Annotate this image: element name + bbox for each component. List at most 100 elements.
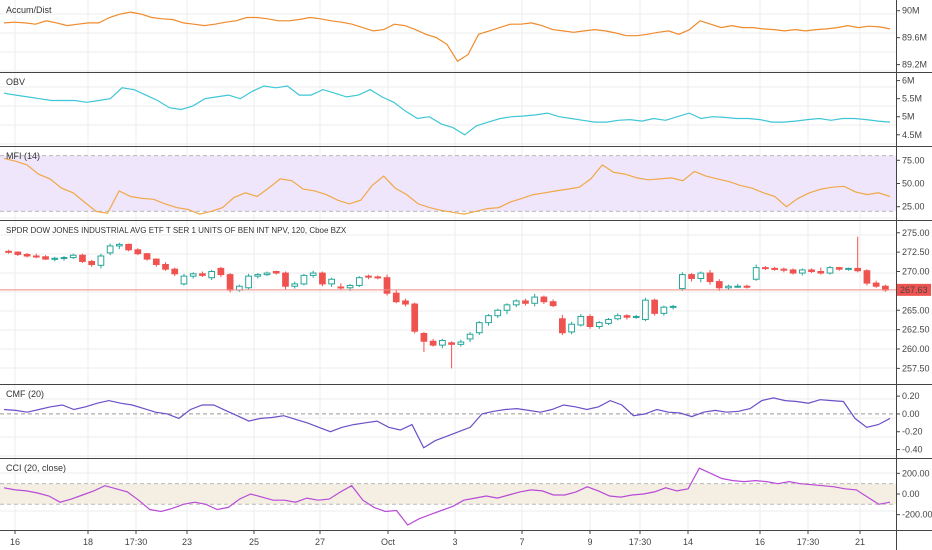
candle — [355, 277, 363, 286]
candle — [106, 245, 114, 254]
obv-tick-label: 5M — [902, 112, 915, 122]
candle — [531, 296, 539, 304]
candle — [199, 273, 206, 276]
candle — [614, 315, 622, 320]
x-tick-label: 14 — [683, 537, 693, 547]
price-tick-label: 257.50 — [902, 363, 930, 373]
candle — [309, 272, 317, 276]
x-tick-label: 18 — [83, 537, 93, 547]
candle — [725, 285, 732, 289]
cmf-tick-label: -0.20 — [902, 427, 923, 437]
candle — [798, 269, 806, 274]
candle — [365, 275, 372, 278]
candle — [337, 286, 345, 289]
price-tick-label: 262.50 — [902, 325, 930, 335]
candle — [14, 251, 22, 255]
candle — [577, 315, 585, 326]
candle — [632, 315, 640, 318]
candle — [549, 301, 557, 307]
candle — [568, 323, 575, 333]
candle — [669, 305, 677, 308]
cmf-tick-label: 0.00 — [902, 409, 920, 419]
candle — [162, 264, 169, 270]
candle — [171, 268, 179, 275]
mfi-tick-label: 75.00 — [902, 155, 925, 165]
mfi-band — [0, 155, 896, 212]
x-tick-label: 7 — [519, 537, 524, 547]
cmf-panel-label: CMF (20) — [6, 389, 44, 399]
candle — [688, 274, 695, 279]
price-panel-label: SPDR DOW JONES INDUSTRIAL AVG ETF T SER … — [6, 226, 347, 235]
candle — [272, 271, 280, 274]
candle — [642, 299, 649, 321]
candle — [808, 269, 815, 273]
candle — [752, 267, 760, 280]
candle — [5, 250, 12, 253]
candle — [706, 272, 714, 283]
candle — [291, 283, 299, 287]
candle — [374, 276, 382, 279]
candle — [872, 282, 880, 287]
price-tick-label: 265.00 — [902, 305, 930, 315]
candle — [854, 267, 862, 272]
x-tick-label: 21 — [855, 537, 865, 547]
candle — [743, 285, 751, 288]
candle — [512, 300, 520, 306]
accum-tick-label: 89.6M — [902, 33, 927, 43]
candle — [678, 274, 686, 290]
candle — [595, 322, 603, 328]
candle — [762, 267, 769, 270]
accum-tick-label: 89.2M — [902, 60, 927, 70]
x-tick-label: 23 — [182, 537, 192, 547]
candle — [152, 258, 160, 266]
candle — [540, 296, 548, 303]
mfi-line — [3, 157, 891, 215]
candle — [789, 269, 797, 274]
cci-tick-label: -200.00 — [902, 510, 932, 520]
candle — [328, 278, 335, 285]
candle — [180, 275, 188, 285]
candle — [826, 267, 834, 274]
candle — [226, 274, 234, 291]
x-tick-label: 3 — [452, 537, 457, 547]
x-tick-label: 16 — [755, 537, 765, 547]
candle — [282, 272, 289, 287]
candle — [97, 255, 105, 266]
obv-tick-label: 5.5M — [902, 94, 922, 104]
accum-dist-line — [3, 11, 891, 63]
candle — [245, 275, 252, 289]
candle — [79, 254, 86, 262]
candle — [429, 340, 437, 346]
candle — [605, 319, 612, 324]
price-tick-label: 260.00 — [902, 344, 930, 354]
accum-tick-label: 90M — [902, 6, 920, 16]
x-tick-label: 9 — [587, 537, 592, 547]
candle — [715, 281, 723, 289]
candle — [42, 256, 49, 260]
candle — [60, 257, 68, 260]
candle — [319, 272, 326, 285]
candle — [263, 272, 271, 276]
x-tick-label: 17:30 — [629, 537, 652, 547]
candle — [466, 333, 474, 340]
cmf-tick-label: -0.40 — [902, 445, 923, 455]
accum-panel-label: Accum/Dist — [6, 5, 52, 15]
cmf-line — [3, 397, 891, 449]
candle — [208, 271, 216, 279]
price-tick-label: 272.50 — [902, 247, 930, 257]
candle — [402, 300, 409, 305]
x-tick-label: 17:30 — [797, 537, 820, 547]
candle — [485, 315, 492, 324]
cmf-tick-label: 0.20 — [902, 391, 920, 401]
candle — [522, 300, 529, 304]
candle — [88, 260, 96, 266]
candle — [835, 267, 843, 270]
obv-tick-label: 6M — [902, 76, 915, 86]
mfi-tick-label: 50.00 — [902, 179, 925, 189]
candle — [23, 253, 31, 257]
x-tick-label: 27 — [315, 537, 325, 547]
candle — [863, 270, 871, 284]
candle — [189, 273, 197, 277]
